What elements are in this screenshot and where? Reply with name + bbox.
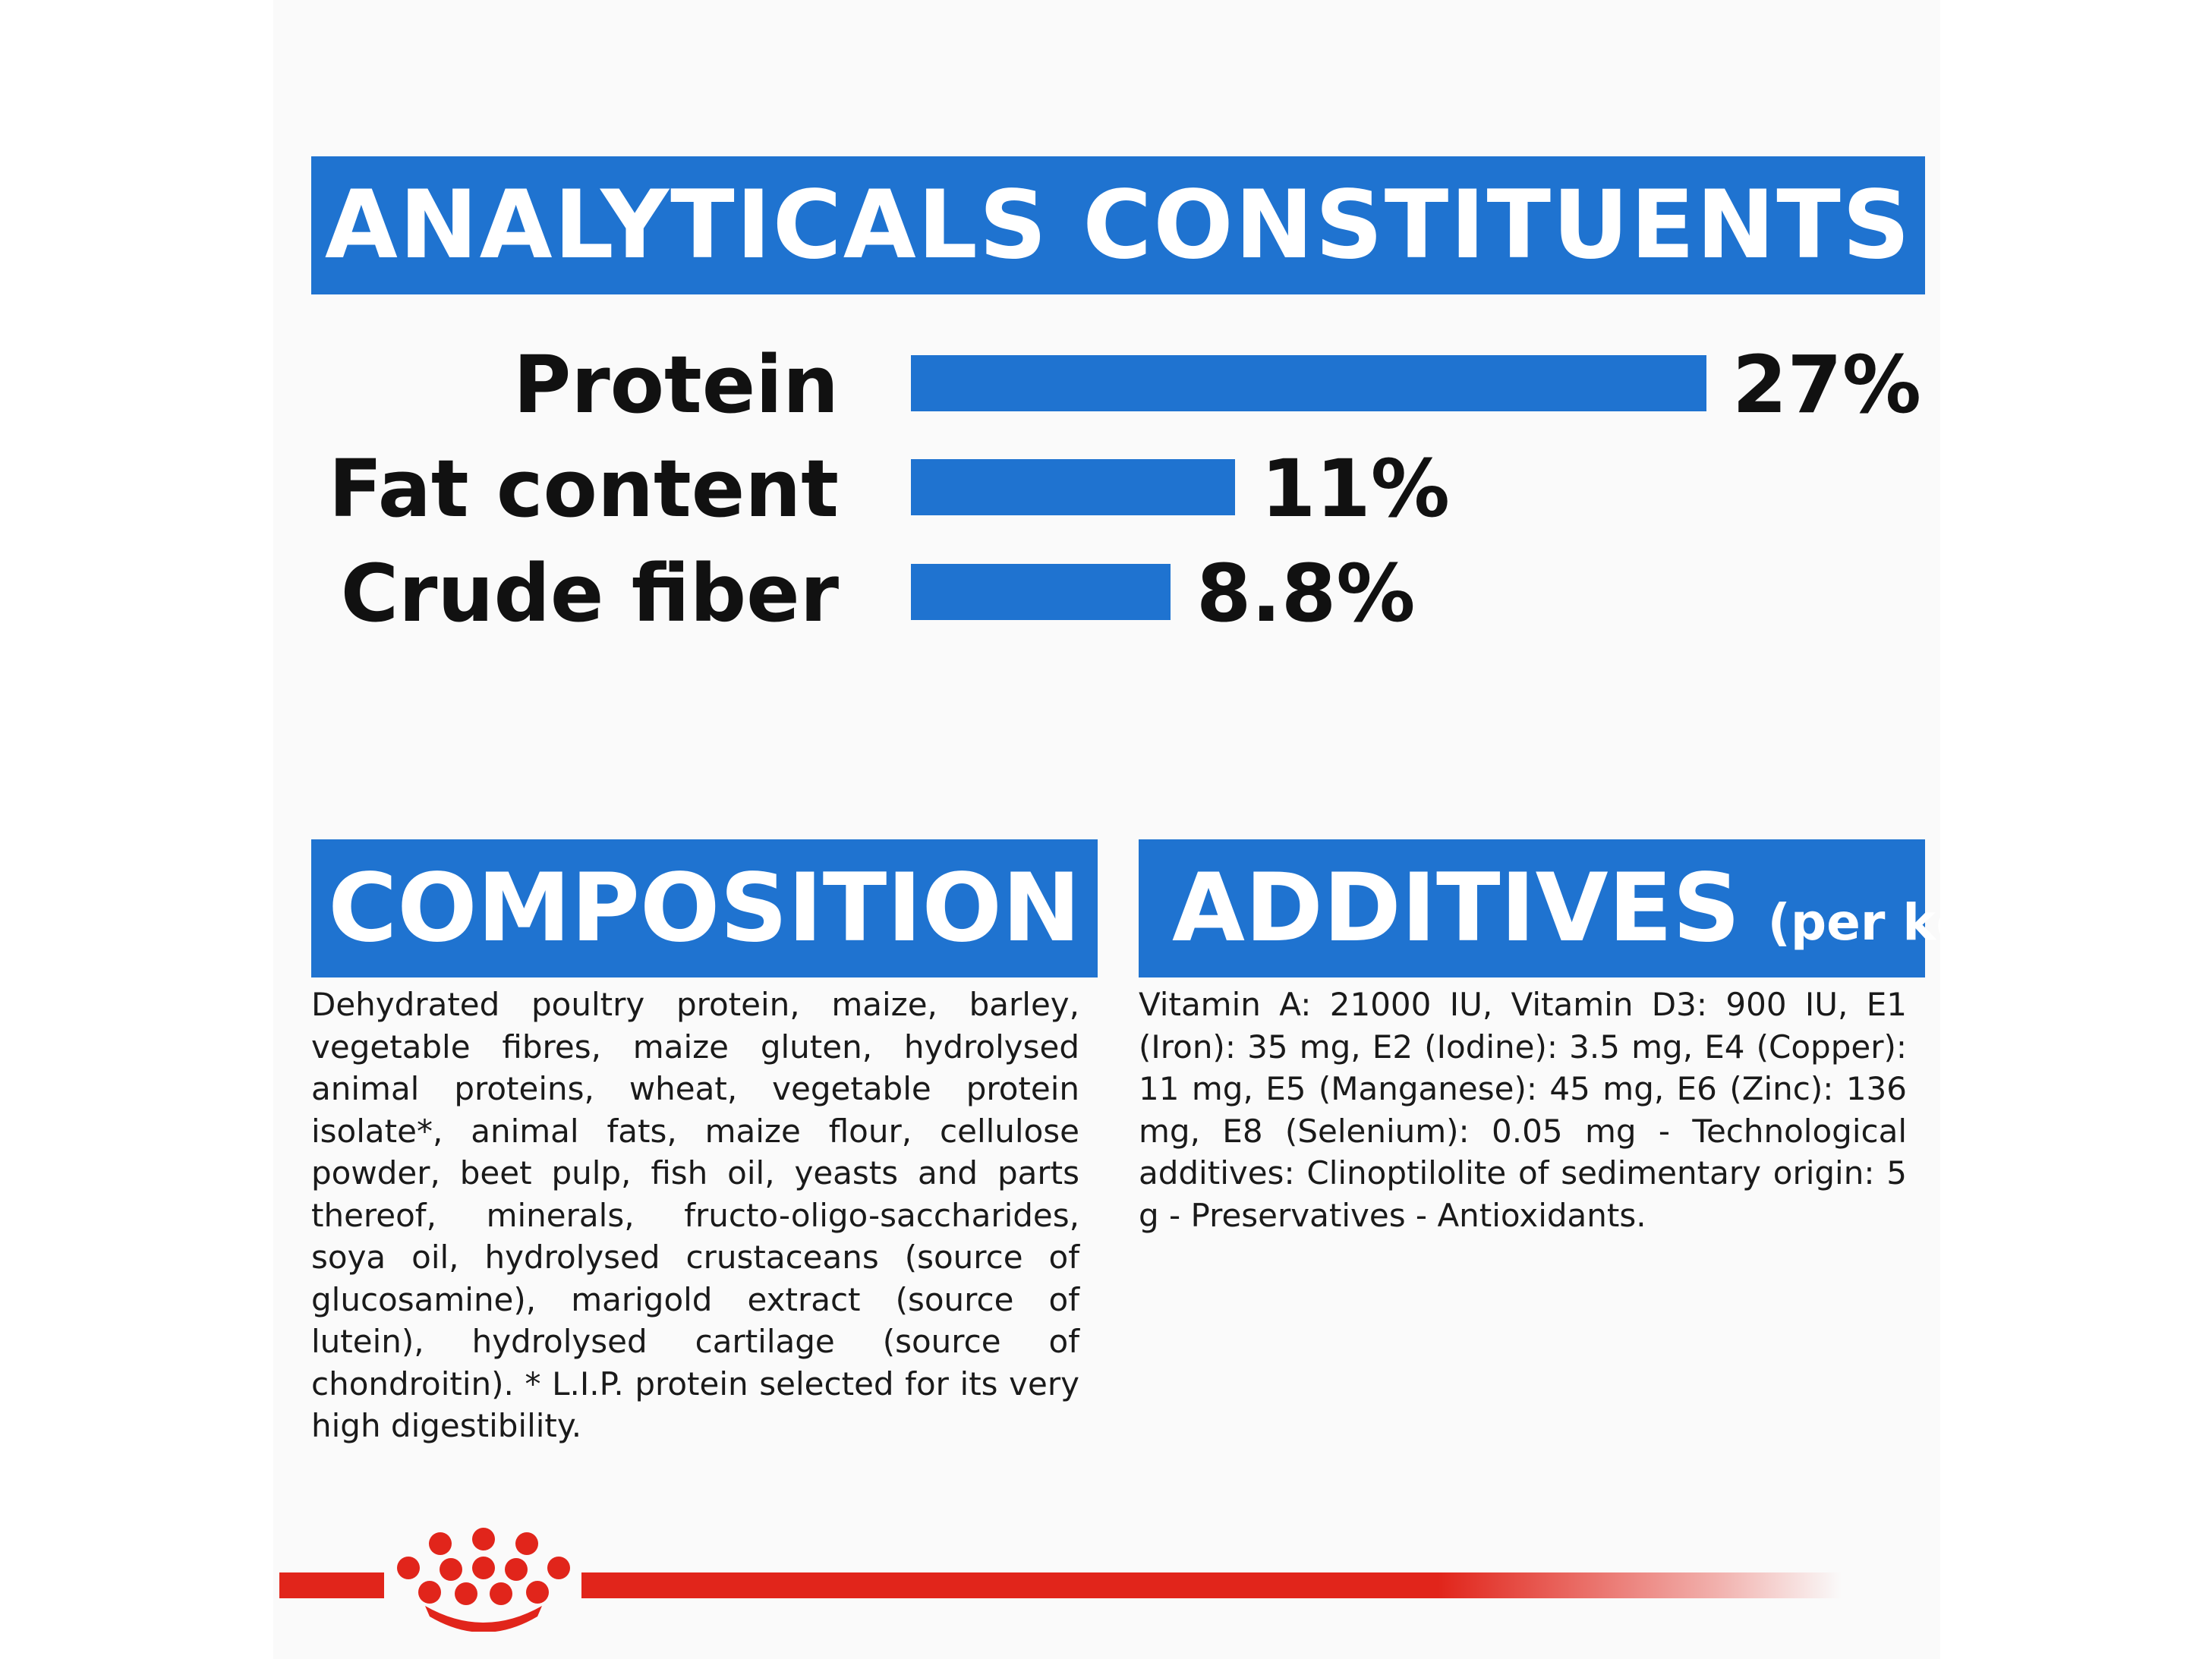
additives-title: ADDITIVES <box>1172 854 1741 963</box>
crude-fiber-bar <box>911 564 1171 620</box>
analyticals-title: ANALYTICALS CONSTITUENTS <box>324 171 1912 280</box>
additives-unit: (per kg) <box>1767 892 1995 952</box>
additives-banner: ADDITIVES (per kg) <box>1139 839 1995 977</box>
composition-banner: COMPOSITION <box>311 839 1098 977</box>
protein-value: 27% <box>1732 338 1921 431</box>
protein-bar <box>911 355 1706 411</box>
crude-fiber-label: Crude fiber <box>340 547 839 640</box>
crude-fiber-value: 8.8% <box>1196 547 1416 640</box>
composition-text: Dehydrated poultry protein, maize, barle… <box>311 986 1079 1444</box>
footer-red-line-left <box>279 1572 384 1598</box>
composition-title: COMPOSITION <box>328 854 1081 963</box>
fat-content-bar <box>911 459 1235 515</box>
footer-red-line-right <box>581 1572 1842 1598</box>
analyticals-banner: ANALYTICALS CONSTITUENTS <box>311 156 1925 294</box>
royal-canin-crown-icon <box>397 1528 570 1632</box>
fat-content-label: Fat content <box>328 442 839 535</box>
fat-content-value: 11% <box>1261 442 1450 535</box>
additives-text: Vitamin A: 21000 IU, Vitamin D3: 900 IU,… <box>1139 986 1907 1234</box>
protein-label: Protein <box>513 338 839 431</box>
